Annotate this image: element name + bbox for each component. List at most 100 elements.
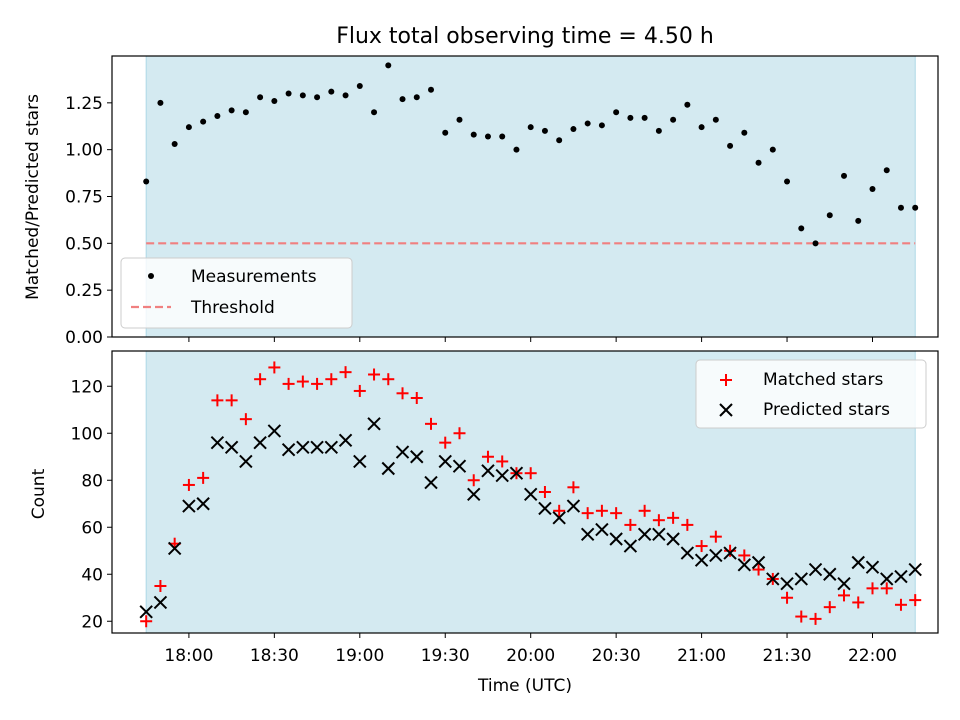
measurement-point [285,90,292,97]
matched-star-point [667,511,680,524]
predicted-star-point [894,569,908,584]
measurement-point [314,94,321,101]
matched-star-point [339,366,352,379]
measurement-point [242,109,249,116]
matched-star-point [425,417,438,430]
y-tick-label: 1.25 [65,94,103,114]
predicted-star-point [723,546,737,560]
predicted-star-point [808,562,823,577]
predicted-star-point [837,576,851,591]
legend-measurements-marker [148,273,154,279]
measurement-point [556,137,563,144]
predicted-star-point [296,440,310,455]
top-legend-box [120,257,353,329]
measurement-point [826,212,833,219]
measurement-point [185,124,192,131]
predicted-star-point [153,595,168,610]
matched-star-point [852,596,865,609]
matched-star-point [467,474,480,487]
measurement-point [655,127,662,134]
predicted-star-point [495,468,509,483]
predicted-star-point [566,499,581,513]
measurement-point [499,133,506,140]
predicted-star-point [694,553,709,567]
matched-star-point [225,394,238,407]
matched-star-point [410,392,423,404]
legend-matched-label: Matched stars [763,370,883,390]
y-tick-label: 120 [71,377,103,397]
measurement-point [698,124,705,131]
measurement-point [513,146,520,153]
y-tick-label: 20 [81,612,103,632]
legend-matched-marker [720,374,732,386]
matched-star-point [154,580,167,592]
matched-star-point [197,471,210,484]
predicted-star-point [438,454,452,469]
x-axis-label: Time (UTC) [477,676,572,696]
predicted-star-point [324,440,339,455]
x-tick-label: 20:30 [592,646,641,666]
predicted-star-point [552,511,566,525]
measurement-point [342,92,349,99]
y-tick-label: 40 [81,565,103,585]
x-tick-label: 20:00 [506,646,555,666]
measurement-point [200,118,207,125]
measurement-point [371,109,378,116]
measurement-point [171,141,178,148]
matched-star-point [567,481,580,494]
x-tick-label: 18:30 [250,646,299,666]
y-tick-label: 0.75 [65,188,103,208]
predicted-star-point [381,461,395,476]
matched-star-point [581,507,594,520]
matched-star-point [282,377,295,390]
predicted-star-point [680,546,695,560]
matched-star-point [823,601,836,614]
measurement-point [627,114,634,121]
x-tick-label: 22:00 [848,646,897,666]
matched-star-point [894,598,907,611]
matched-star-point [553,504,566,517]
matched-stars-layer [140,361,922,628]
matched-star-point [809,612,822,625]
bottom-plot-frame [111,350,939,634]
predicted-star-point [481,464,495,478]
matched-star-point [738,549,751,562]
measurement-point [841,172,848,179]
measurement-point [299,92,306,99]
bottom-x-ticks: 18:00 18:30 19:00 19:30 20:00 20:30 21:00 21:30… [164,633,897,666]
matched-star-point [481,450,494,463]
bottom-y-axis-label: Count [29,468,49,519]
predicted-star-point [766,572,780,586]
matched-star-point [752,563,765,576]
y-tick-label: 1.00 [65,141,103,161]
matched-star-point [524,467,537,480]
predicted-star-point [595,522,609,537]
predicted-star-point [908,562,922,577]
measurement-point [741,129,748,136]
predicted-star-point [452,459,467,473]
x-tick-label: 18:00 [164,646,213,666]
predicted-star-point [737,558,752,572]
matched-star-point [311,377,324,390]
matched-star-point [595,504,608,517]
measurement-point [598,122,605,129]
predicted-star-point [338,433,353,448]
measurement-point [712,116,719,123]
legend-predicted-label: Predicted stars [763,400,890,420]
matched-star-point [681,518,694,531]
predicted-star-point [851,555,865,570]
predicted-star-point [609,532,623,546]
measurement-point [727,142,734,149]
predicted-star-point [210,435,225,450]
measurement-point [584,120,591,127]
top-x-ticks [188,337,873,342]
matched-star-point [610,507,623,520]
measurement-point [755,159,762,166]
matched-star-point [296,375,309,388]
measurement-point [257,94,264,101]
predicted-star-point [580,527,595,542]
matched-star-point [795,610,808,623]
predicted-star-point [367,417,381,431]
matched-star-point [838,589,851,602]
